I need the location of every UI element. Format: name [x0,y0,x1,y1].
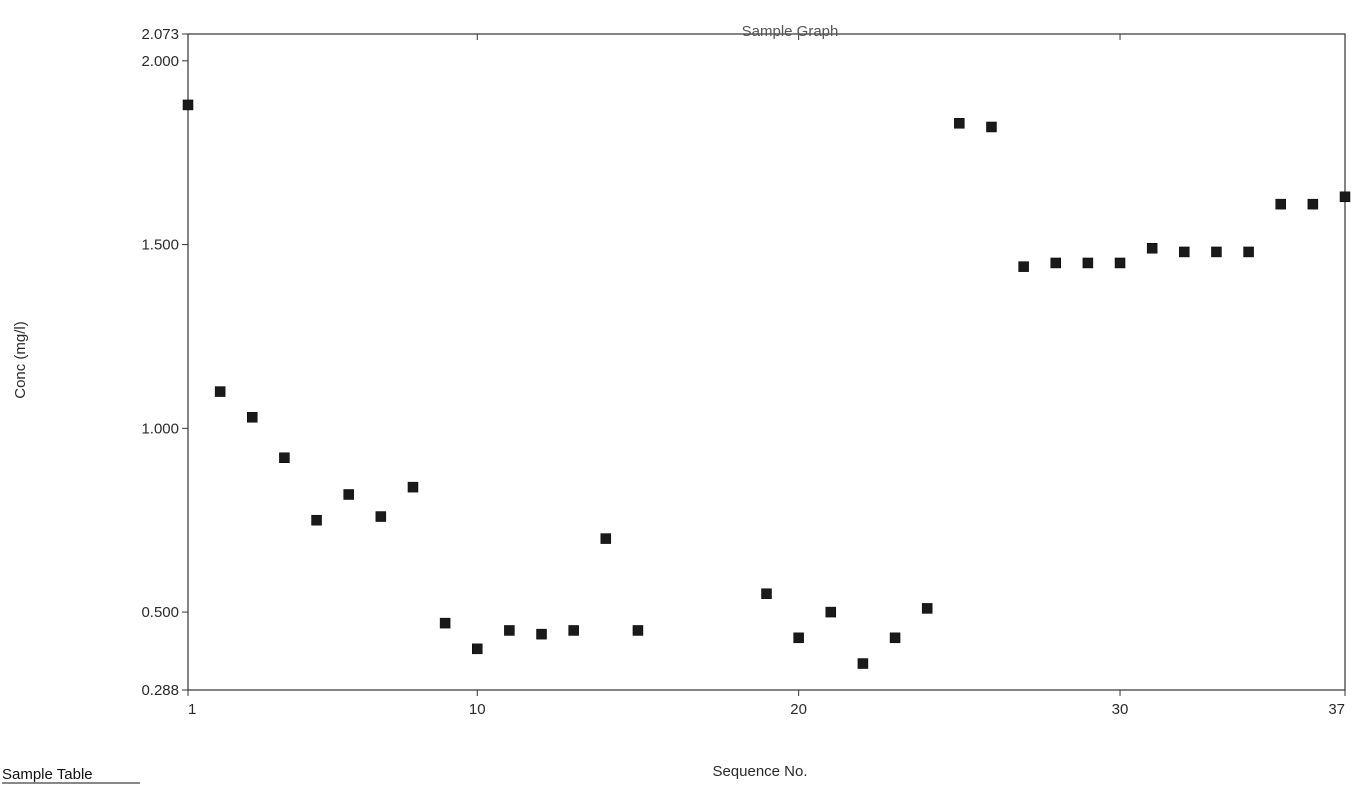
data-point [600,533,612,544]
data-point [279,452,290,463]
chart-title: Sample Graph [742,23,839,40]
x-tick-label: 20 [790,701,807,718]
data-point [889,632,901,644]
data-point [1114,257,1126,269]
data-point [1307,198,1319,210]
data-point [1018,261,1029,272]
y-tick-label: 1.500 [141,237,179,254]
data-point [568,625,579,636]
x-tick-label: 10 [469,701,486,718]
data-point [439,617,451,629]
plot-layer: 0.288 0.500 1.000 1.500 2.000 2.073 1 10 20 30 37 [141,26,1351,718]
data-point [407,481,419,493]
y-tick-label: 2.000 [141,53,179,70]
data-point [1179,246,1190,258]
y-tick-label: 0.500 [141,604,179,621]
y-tick-label: 1.000 [141,420,179,437]
data-point [1082,257,1094,269]
y-tick-label: 2.073 [141,26,179,43]
data-point [536,628,547,640]
x-tick-label: 1 [188,701,196,718]
data-point [375,511,387,522]
data-point [825,606,837,618]
data-point [986,121,997,133]
x-axis-title: Sequence No. [712,763,807,780]
data-point [1275,198,1286,210]
plot-frame [187,33,1346,691]
data-point [214,386,226,397]
data-point [921,603,933,614]
data-point [311,514,322,526]
data-point [857,658,869,669]
data-point [1243,246,1254,258]
data-point [954,118,965,129]
data-point [343,489,354,500]
data-point [1050,257,1061,269]
sample-table-link-label[interactable]: Sample Table [2,766,93,783]
data-point [761,588,772,599]
data-point [1146,243,1158,254]
sample-table-link[interactable]: Sample Table [2,766,140,784]
y-tick-label: 0.288 [141,682,179,699]
data-point [504,625,515,636]
x-tick-label: 37 [1328,701,1345,718]
data-point [182,99,194,111]
x-tick-label: 30 [1112,701,1129,718]
y-axis-title: Conc (mg/l) [12,321,29,399]
data-point [247,412,258,423]
data-point [632,625,644,636]
data-point [793,632,804,644]
data-point [472,643,483,655]
data-point [1339,191,1351,203]
data-point [1211,246,1222,258]
